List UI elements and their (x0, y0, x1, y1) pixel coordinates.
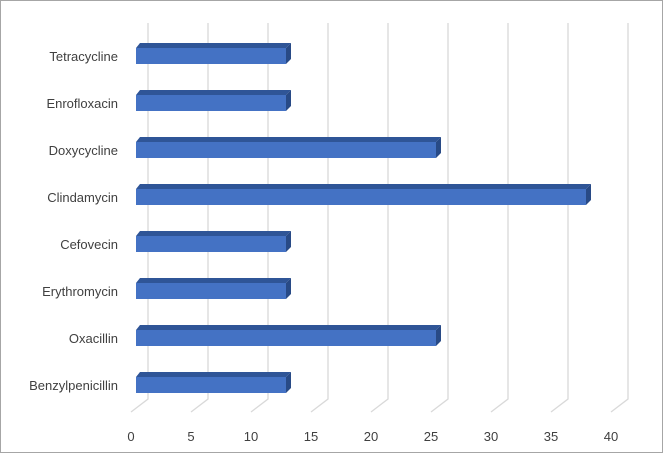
category-label: Tetracycline (49, 49, 118, 64)
bar-side (286, 43, 291, 64)
bar (136, 142, 436, 158)
gridline (490, 23, 509, 413)
bar-top (136, 372, 291, 377)
category-label: Cefovecin (60, 237, 118, 252)
bar-side (286, 231, 291, 252)
category-label: Benzylpenicillin (29, 378, 118, 393)
x-tick-label: 5 (187, 429, 194, 444)
bar (136, 95, 286, 111)
category-label: Oxacillin (69, 331, 118, 346)
gridline (130, 23, 149, 413)
gridline (190, 23, 209, 413)
gridline (610, 23, 629, 413)
bar-top (136, 90, 291, 95)
gridline (250, 23, 269, 413)
gridline (550, 23, 569, 413)
x-tick-label: 40 (604, 429, 618, 444)
bar-top (136, 43, 291, 48)
bar-side (436, 137, 441, 158)
x-tick-label: 30 (484, 429, 498, 444)
x-tick-label: 15 (304, 429, 318, 444)
bar-top (136, 231, 291, 236)
x-tick-label: 25 (424, 429, 438, 444)
category-label: Doxycycline (49, 143, 118, 158)
bar (136, 377, 286, 393)
gridline (430, 23, 449, 413)
category-label: Erythromycin (42, 284, 118, 299)
category-label: Clindamycin (47, 190, 118, 205)
category-label: Enrofloxacin (46, 96, 118, 111)
x-tick-label: 20 (364, 429, 378, 444)
bar-top (136, 184, 591, 189)
bar-top (136, 137, 441, 142)
x-tick-label: 35 (544, 429, 558, 444)
bar (136, 236, 286, 252)
bar (136, 283, 286, 299)
bar-side (586, 184, 591, 205)
bar (136, 330, 436, 346)
bar-side (286, 372, 291, 393)
gridline (370, 23, 389, 413)
bar-top (136, 325, 441, 330)
bar (136, 48, 286, 64)
gridline (310, 23, 329, 413)
x-tick-label: 10 (244, 429, 258, 444)
bar-side (436, 325, 441, 346)
bar-top (136, 278, 291, 283)
bar (136, 189, 586, 205)
bar-side (286, 90, 291, 111)
bar-side (286, 278, 291, 299)
x-tick-label: 0 (127, 429, 134, 444)
